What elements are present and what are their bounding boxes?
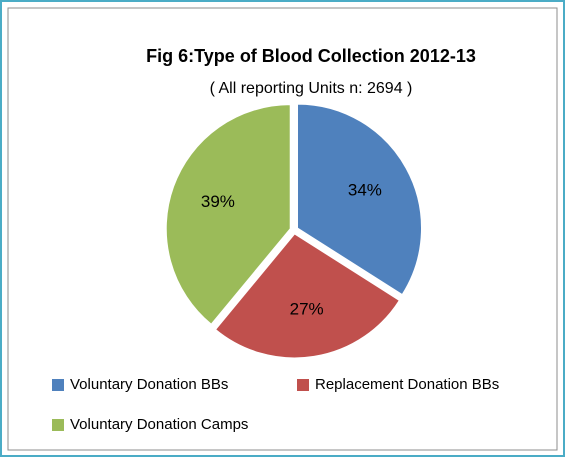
legend-label: Voluntary Donation Camps (70, 416, 248, 433)
pie-slice (165, 104, 291, 325)
data-label: 27% (290, 299, 324, 318)
chart-frame (7, 7, 558, 451)
legend-swatch (297, 379, 309, 391)
data-label: 39% (201, 192, 235, 211)
pie-slice (297, 103, 422, 296)
legend-swatch (52, 419, 64, 431)
chart-title: Fig 6:Type of Blood Collection 2012-13 (146, 46, 476, 66)
pie-slice (214, 233, 401, 359)
data-label: 34% (348, 181, 382, 200)
legend-label: Voluntary Donation BBs (70, 376, 228, 393)
chart-subtitle: ( All reporting Units n: 2694 ) (210, 80, 413, 97)
legend-swatch (52, 379, 64, 391)
legend-label: Replacement Donation BBs (315, 376, 499, 393)
